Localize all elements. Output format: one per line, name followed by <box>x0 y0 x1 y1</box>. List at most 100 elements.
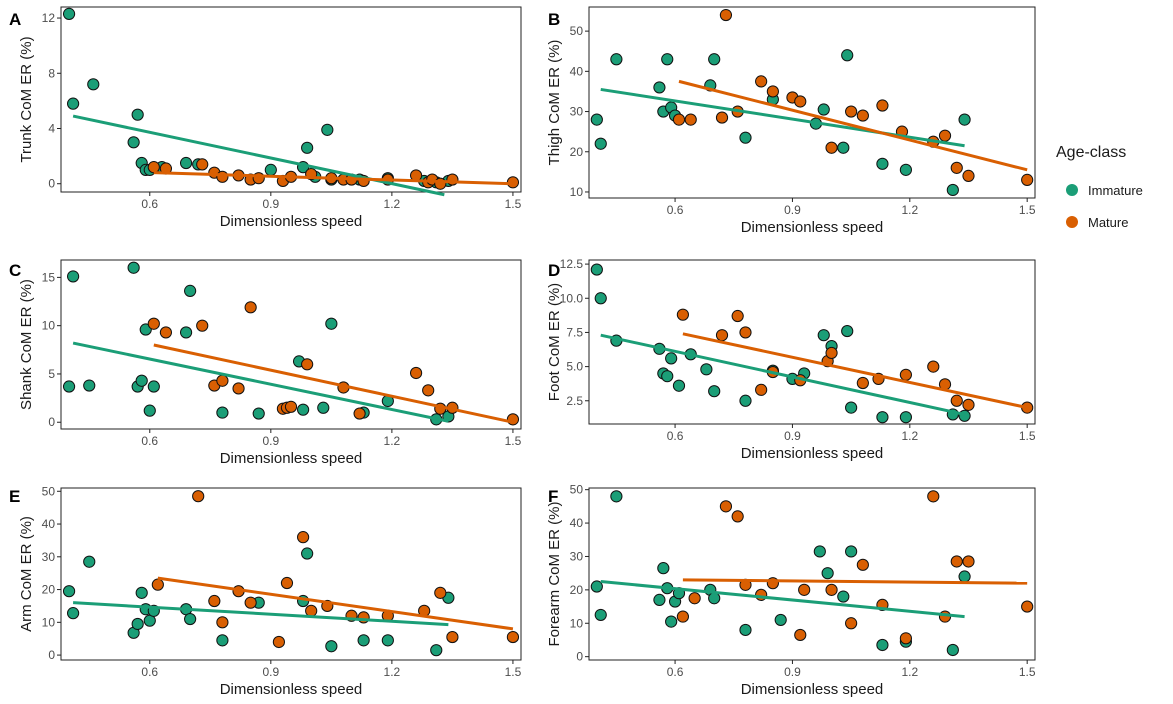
data-point <box>131 108 144 121</box>
data-point <box>899 411 912 424</box>
series-mature-points <box>147 301 520 426</box>
data-point <box>62 380 76 393</box>
panel-letter: F <box>548 487 558 506</box>
x-tick-label: 1.2 <box>384 665 401 679</box>
data-point <box>876 638 889 652</box>
data-point <box>798 583 811 596</box>
data-point <box>958 113 971 126</box>
data-point <box>280 576 294 590</box>
data-point <box>301 547 314 560</box>
legend-label-mature: Mature <box>1088 215 1128 230</box>
data-point <box>766 85 779 98</box>
x-tick-label: 1.2 <box>901 665 918 679</box>
data-point <box>1021 600 1034 613</box>
x-axis-title: Dimensionless speed <box>741 219 884 236</box>
y-tick-label: 40 <box>570 516 584 530</box>
data-point <box>708 53 721 66</box>
data-point <box>700 363 713 376</box>
fit-line-immature <box>73 601 449 627</box>
fit-line-immature <box>600 580 965 619</box>
plot-frame <box>588 6 1036 199</box>
data-point <box>841 324 854 338</box>
data-point <box>297 531 310 544</box>
data-point <box>676 308 689 321</box>
plot-frame <box>60 259 522 430</box>
fit-line-mature <box>678 79 1028 172</box>
data-point <box>876 411 889 424</box>
data-point <box>715 111 729 124</box>
y-tick-label: 10 <box>570 185 584 199</box>
x-axis-title: Dimensionless speed <box>741 445 884 462</box>
x-tick-label: 0.9 <box>262 665 279 679</box>
plot-frame <box>60 487 522 661</box>
x-axis-title: Dimensionless speed <box>741 681 884 698</box>
y-tick-label: 30 <box>42 550 56 564</box>
data-point <box>590 113 603 126</box>
y-tick-label: 40 <box>570 64 584 78</box>
legend-key-immature <box>1066 184 1078 196</box>
data-point <box>927 360 940 373</box>
data-point <box>739 131 752 144</box>
data-point <box>232 382 245 395</box>
data-point <box>594 608 607 622</box>
data-point <box>794 628 807 642</box>
data-point <box>179 156 193 170</box>
y-tick-label: 50 <box>570 483 584 497</box>
series-immature-points <box>590 49 971 197</box>
x-tick-label: 1.5 <box>1019 429 1036 443</box>
y-tick-label: 12 <box>42 11 56 25</box>
data-point <box>506 413 520 426</box>
legend-title: Age-class <box>1056 144 1126 161</box>
data-point <box>244 301 257 314</box>
data-point <box>958 409 971 422</box>
data-point <box>252 407 265 420</box>
series-mature-points <box>147 158 520 190</box>
data-point <box>446 630 459 644</box>
data-point <box>272 635 285 649</box>
y-tick-label: 20 <box>42 583 56 597</box>
fit-line-immature <box>72 341 449 423</box>
data-point <box>179 326 193 339</box>
y-tick-label: 0 <box>48 177 55 191</box>
fit-line-mature <box>157 576 514 631</box>
data-point <box>422 384 435 397</box>
y-tick-label: 0 <box>576 650 583 664</box>
data-point <box>665 352 678 365</box>
data-point <box>739 623 752 637</box>
y-tick-label: 5.0 <box>566 360 583 374</box>
data-point <box>143 404 156 417</box>
data-point <box>962 555 975 568</box>
data-point <box>899 632 912 645</box>
data-point <box>739 326 752 339</box>
y-axis-title: Shank CoM ER (%) <box>18 279 35 410</box>
data-point <box>876 99 889 112</box>
series-mature-points <box>151 490 520 649</box>
data-point <box>216 634 229 647</box>
data-point <box>83 379 96 392</box>
fit-line-immature <box>72 114 445 197</box>
plot-frame <box>588 487 1036 661</box>
panel-e: E 0.6 0.9 1.2 1.5 0 10 20 30 40 50 Dimensionless sp… <box>9 484 522 698</box>
data-point <box>739 394 752 407</box>
data-point <box>657 562 670 575</box>
x-tick-label: 0.6 <box>667 665 684 679</box>
data-point <box>927 490 940 503</box>
data-point <box>845 545 858 558</box>
panel-f: F 0.6 0.9 1.2 1.5 0 10 20 30 40 50 Dimensionless sp… <box>546 483 1036 698</box>
series-mature-points <box>672 8 1034 187</box>
y-tick-label: 50 <box>42 484 56 498</box>
data-point <box>135 374 148 387</box>
data-point <box>434 177 447 190</box>
series-immature-points <box>590 490 971 657</box>
data-point <box>83 555 96 568</box>
data-point <box>856 376 869 390</box>
y-tick-label: 40 <box>42 517 56 531</box>
x-axis-title: Dimensionless speed <box>220 213 363 230</box>
series-immature-points <box>590 263 971 424</box>
data-point <box>813 545 826 558</box>
data-point <box>147 317 160 330</box>
y-axis-title: Trunk CoM ER (%) <box>18 36 35 162</box>
panel-letter: A <box>9 10 21 29</box>
data-point <box>216 170 229 183</box>
